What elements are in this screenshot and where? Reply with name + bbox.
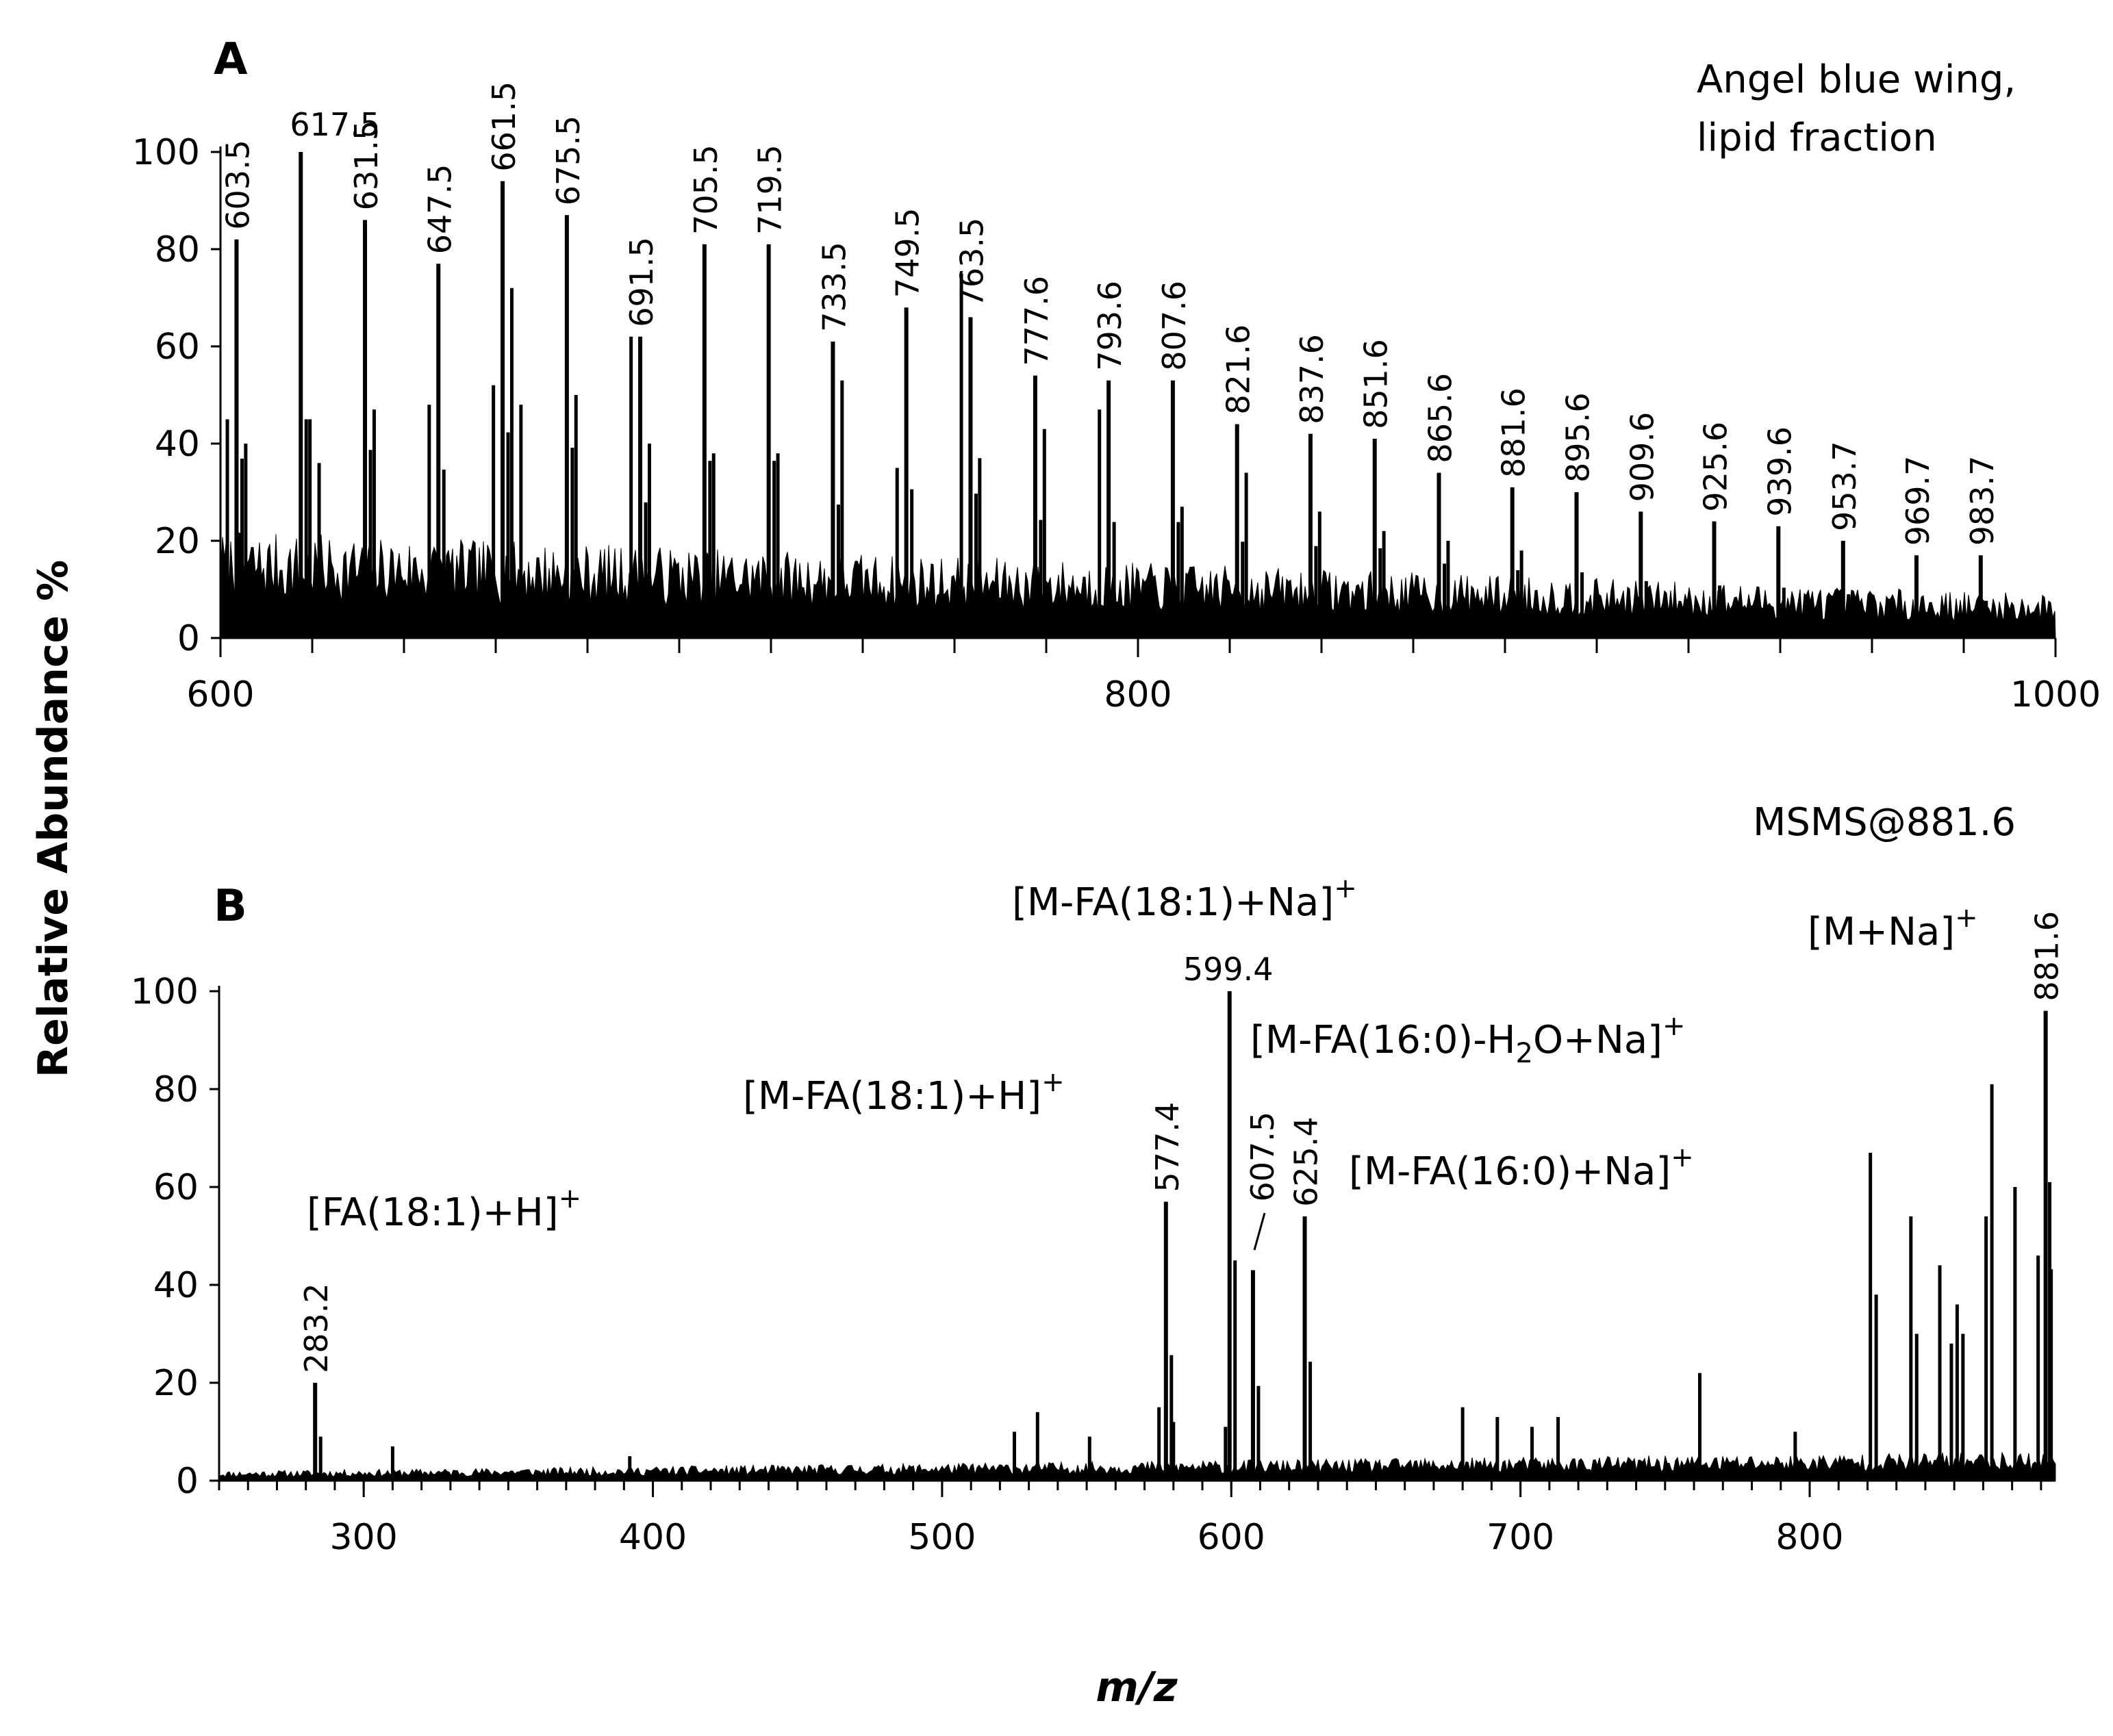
peak-label-283.2: 283.2 <box>298 1283 335 1373</box>
annotation-607-leader-line <box>1253 1212 1266 1251</box>
x-tick-label: 600 <box>186 674 254 715</box>
peak-label-625.4: 625.4 <box>1288 1116 1325 1207</box>
x-tick-label: 600 <box>1198 1517 1265 1558</box>
annotation-m-fa-16-0-h2o-na: [M-FA(16:0)-H2O+Na]+ <box>1250 1010 1686 1069</box>
x-tick-label: 400 <box>619 1517 687 1558</box>
peak-label-881.6: 881.6 <box>2029 911 2066 1001</box>
peak-label-675.5: 675.5 <box>550 116 587 206</box>
panel-a-peaks <box>234 152 1988 638</box>
peak-label-821.6: 821.6 <box>1220 324 1257 415</box>
peak-label-793.6: 793.6 <box>1091 281 1128 371</box>
x-tick-label: 500 <box>908 1517 976 1558</box>
panel-a-axes: 0 20 40 60 80 100 600 800 1000 <box>132 132 2101 715</box>
peak-label-983.7: 983.7 <box>1964 456 2001 546</box>
panel-a-letter: A <box>214 34 248 85</box>
peak-label-631.5: 631.5 <box>348 120 385 211</box>
peak-label-865.6: 865.6 <box>1422 373 1459 463</box>
peak-label-603.5: 603.5 <box>219 140 256 230</box>
peak-label-749.5: 749.5 <box>889 207 926 298</box>
peak-label-939.6: 939.6 <box>1761 426 1798 517</box>
peak-label-851.6: 851.6 <box>1358 339 1395 429</box>
x-tick-label: 1000 <box>2010 674 2101 715</box>
peak-label-953.7: 953.7 <box>1826 441 1863 531</box>
peak-label-607.5: 607.5 <box>1244 1112 1281 1202</box>
y-tick-label: 80 <box>155 229 200 270</box>
peak-label-617.5: 617.5 <box>290 106 380 143</box>
panel-b-peaks <box>313 991 2053 1481</box>
peak-label-909.6: 909.6 <box>1623 412 1660 502</box>
x-axis-title: m/z <box>1096 1663 1178 1711</box>
x-tick-label: 800 <box>1775 1517 1843 1558</box>
panel-b-axes: 0 20 40 60 80 100 300 400 500 600 700 800 <box>131 971 2055 1558</box>
peak-label-881.6: 881.6 <box>1495 387 1532 478</box>
x-tick-label: 700 <box>1486 1517 1554 1558</box>
panel-b-plot: 283.2 577.4 599.4 607.5 625.4 881.6 0 20 40 60 80… <box>131 911 2066 1558</box>
y-tick-label: 0 <box>176 1461 199 1502</box>
annotation-fa-18-1-h: [FA(18:1)+H]+ <box>307 1183 581 1235</box>
panel-b-noise-band <box>218 1451 2056 1481</box>
peak-label-807.6: 807.6 <box>1156 281 1193 371</box>
peak-label-763.5: 763.5 <box>953 218 990 308</box>
y-tick-label: 60 <box>153 1167 199 1208</box>
peak-label-661.5: 661.5 <box>485 81 522 172</box>
panel-b-letter: B <box>214 881 247 932</box>
panel-b-annotations: [FA(18:1)+H]+ [M-FA(18:1)+H]+ [M-FA(18:1… <box>307 873 1978 1251</box>
peak-label-925.6: 925.6 <box>1697 422 1734 512</box>
peak-label-705.5: 705.5 <box>687 144 724 235</box>
peak-label-733.5: 733.5 <box>815 242 852 332</box>
annotation-m-na: [M+Na]+ <box>1808 902 1978 954</box>
peak-label-969.7: 969.7 <box>1899 456 1936 546</box>
y-axis-title: Relative Abundance % <box>29 560 77 1077</box>
annotation-m-fa-18-1-h: [M-FA(18:1)+H]+ <box>743 1067 1065 1119</box>
panel-a-title-line-1: Angel blue wing, <box>1697 58 2016 102</box>
peak-label-691.5: 691.5 <box>623 237 660 327</box>
panel-a-title-line-2: lipid fraction <box>1697 116 1937 160</box>
y-tick-label: 20 <box>155 521 200 562</box>
peak-label-577.4: 577.4 <box>1149 1102 1186 1192</box>
y-tick-label: 100 <box>132 132 200 173</box>
y-tick-label: 40 <box>153 1265 199 1306</box>
peak-label-599.4: 599.4 <box>1183 951 1274 988</box>
y-tick-label: 100 <box>131 971 199 1012</box>
noise-band <box>220 532 2056 639</box>
panel-a-minor-peaks <box>225 273 1523 638</box>
y-tick-label: 20 <box>153 1363 199 1404</box>
noise-band <box>218 1451 2056 1481</box>
peak-label-895.6: 895.6 <box>1560 392 1597 483</box>
peak-label-777.6: 777.6 <box>1018 276 1055 366</box>
annotation-m-fa-16-0-na: [M-FA(16:0)+Na]+ <box>1349 1142 1694 1194</box>
y-tick-label: 60 <box>155 327 200 368</box>
y-tick-label: 80 <box>153 1069 199 1110</box>
annotation-m-fa-18-1-na: [M-FA(18:1)+Na]+ <box>1012 873 1357 925</box>
x-tick-label: 300 <box>330 1517 398 1558</box>
peak-label-837.6: 837.6 <box>1293 334 1330 424</box>
panel-b-peak-labels: 283.2 577.4 599.4 607.5 625.4 881.6 <box>298 911 2065 1373</box>
y-tick-label: 40 <box>155 424 200 465</box>
peak-label-719.5: 719.5 <box>752 144 789 235</box>
panel-a-noise-band <box>220 532 2056 639</box>
peak-label-647.5: 647.5 <box>421 164 458 255</box>
panel-b-title: MSMS@881.6 <box>1753 800 2016 845</box>
y-tick-label: 0 <box>177 618 200 659</box>
x-tick-label: 800 <box>1104 674 1172 715</box>
